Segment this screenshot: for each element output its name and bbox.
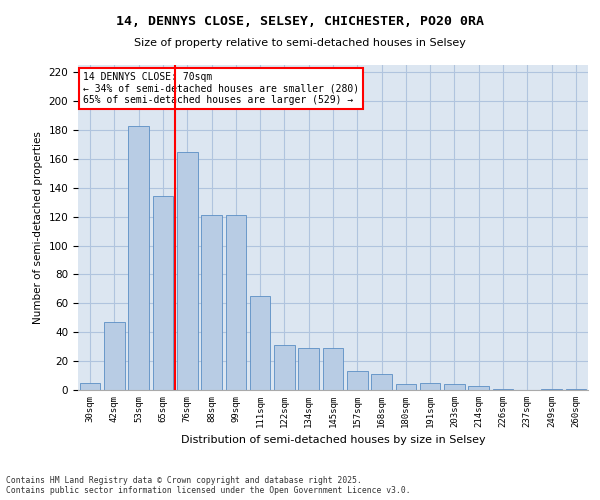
Bar <box>226 215 246 390</box>
Bar <box>152 196 173 390</box>
Bar <box>128 126 149 390</box>
X-axis label: Distribution of semi-detached houses by size in Selsey: Distribution of semi-detached houses by … <box>181 436 485 446</box>
Bar <box>469 386 489 390</box>
Bar <box>323 348 343 390</box>
Bar <box>420 383 440 390</box>
Bar <box>541 388 562 390</box>
Bar <box>371 374 392 390</box>
Bar <box>250 296 271 390</box>
Text: Size of property relative to semi-detached houses in Selsey: Size of property relative to semi-detach… <box>134 38 466 48</box>
Text: 14, DENNYS CLOSE, SELSEY, CHICHESTER, PO20 0RA: 14, DENNYS CLOSE, SELSEY, CHICHESTER, PO… <box>116 15 484 28</box>
Bar <box>395 384 416 390</box>
Bar <box>493 388 514 390</box>
Bar <box>298 348 319 390</box>
Y-axis label: Number of semi-detached properties: Number of semi-detached properties <box>33 131 43 324</box>
Bar <box>80 383 100 390</box>
Bar <box>104 322 125 390</box>
Text: Contains HM Land Registry data © Crown copyright and database right 2025.
Contai: Contains HM Land Registry data © Crown c… <box>6 476 410 495</box>
Bar <box>347 371 368 390</box>
Bar <box>201 215 222 390</box>
Bar <box>177 152 197 390</box>
Bar <box>444 384 465 390</box>
Bar <box>566 388 586 390</box>
Text: 14 DENNYS CLOSE: 70sqm
← 34% of semi-detached houses are smaller (280)
65% of se: 14 DENNYS CLOSE: 70sqm ← 34% of semi-det… <box>83 72 359 104</box>
Bar <box>274 345 295 390</box>
